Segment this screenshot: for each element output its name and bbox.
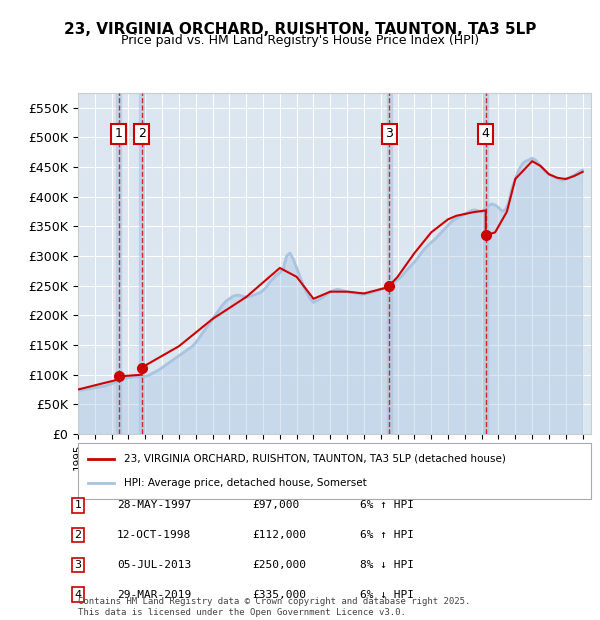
- Text: 2: 2: [74, 530, 82, 540]
- Bar: [116, 93, 121, 434]
- Text: 29-MAR-2019: 29-MAR-2019: [117, 590, 191, 600]
- Text: 05-JUL-2013: 05-JUL-2013: [117, 560, 191, 570]
- Bar: [139, 93, 144, 434]
- Text: 4: 4: [74, 590, 82, 600]
- Text: 12-OCT-1998: 12-OCT-1998: [117, 530, 191, 540]
- Text: 23, VIRGINIA ORCHARD, RUISHTON, TAUNTON, TA3 5LP (detached house): 23, VIRGINIA ORCHARD, RUISHTON, TAUNTON,…: [124, 454, 506, 464]
- Text: £112,000: £112,000: [252, 530, 306, 540]
- Text: 28-MAY-1997: 28-MAY-1997: [117, 500, 191, 510]
- Text: 1: 1: [115, 128, 122, 140]
- Text: 8% ↓ HPI: 8% ↓ HPI: [360, 560, 414, 570]
- Text: £250,000: £250,000: [252, 560, 306, 570]
- Text: 23, VIRGINIA ORCHARD, RUISHTON, TAUNTON, TA3 5LP: 23, VIRGINIA ORCHARD, RUISHTON, TAUNTON,…: [64, 22, 536, 37]
- Text: Contains HM Land Registry data © Crown copyright and database right 2025.
This d: Contains HM Land Registry data © Crown c…: [78, 598, 470, 617]
- Text: 1: 1: [74, 500, 82, 510]
- Bar: [387, 93, 392, 434]
- Text: £97,000: £97,000: [252, 500, 299, 510]
- Bar: [483, 93, 488, 434]
- Text: £335,000: £335,000: [252, 590, 306, 600]
- Text: 3: 3: [74, 560, 82, 570]
- Text: 2: 2: [137, 128, 146, 140]
- Text: 6% ↑ HPI: 6% ↑ HPI: [360, 500, 414, 510]
- Text: 4: 4: [482, 128, 490, 140]
- Text: 6% ↑ HPI: 6% ↑ HPI: [360, 530, 414, 540]
- Text: 6% ↓ HPI: 6% ↓ HPI: [360, 590, 414, 600]
- Text: HPI: Average price, detached house, Somerset: HPI: Average price, detached house, Some…: [124, 479, 367, 489]
- Text: 3: 3: [385, 128, 393, 140]
- Text: Price paid vs. HM Land Registry's House Price Index (HPI): Price paid vs. HM Land Registry's House …: [121, 34, 479, 47]
